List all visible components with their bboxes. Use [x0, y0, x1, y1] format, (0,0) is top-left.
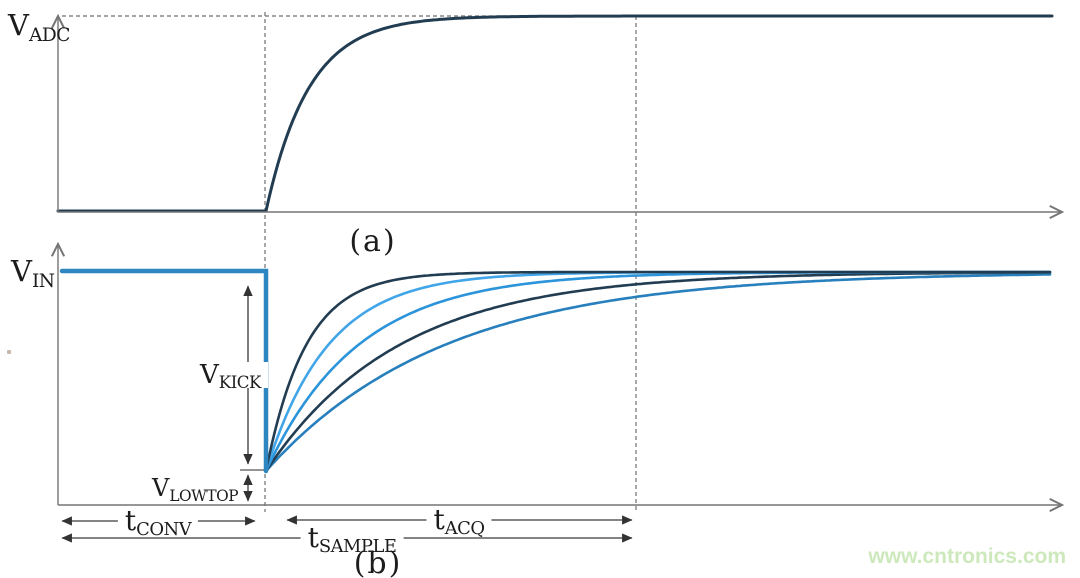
vin-recovery-curves [264, 270, 1052, 473]
image-speck [7, 350, 11, 354]
vin-label-sub: IN [31, 270, 55, 292]
vkick-label-sub: KICK [218, 372, 262, 392]
tconv-label: tCONV [117, 504, 199, 539]
watermark: www.cntronics.com [868, 545, 1066, 568]
panel-b-caption: (b) [353, 546, 403, 578]
vin-input-trace [59, 268, 269, 474]
tacq-label-main: t [433, 503, 445, 536]
recovery-curve-2 [264, 270, 1052, 473]
vkick-label-main: V [200, 360, 219, 390]
recovery-curve-5 [264, 273, 1052, 473]
vin-axis-label: VIN [11, 254, 55, 291]
vlowtop-label-sub: LOWTOP [169, 486, 239, 505]
tsample-label: tSAMPLE [300, 521, 404, 556]
vadc-label-sub: ADC [28, 24, 70, 46]
vadc-settling-curve [56, 14, 1054, 213]
panel-a-caption: (a) [349, 224, 397, 259]
vadc-curve [56, 14, 1054, 213]
tacq-label: tACQ [426, 503, 492, 538]
vlowtop-label-main: V [152, 474, 170, 502]
vin-trace [59, 268, 269, 474]
recovery-curve-1 [264, 270, 1052, 473]
vadc-axis-label: VADC [8, 8, 70, 45]
tacq-label-sub: ACQ [444, 518, 485, 540]
vadc-label-main: V [8, 8, 29, 42]
tconv-label-main: t [124, 504, 137, 537]
tconv-label-sub: CONV [136, 519, 192, 541]
vin-label-main: V [11, 254, 32, 288]
vlowtop-label: VLOWTOP [152, 474, 239, 503]
tsample-label-main: t [307, 521, 319, 554]
tsample-label-sub: SAMPLE [318, 536, 397, 558]
vkick-label: VKICK [193, 360, 268, 391]
